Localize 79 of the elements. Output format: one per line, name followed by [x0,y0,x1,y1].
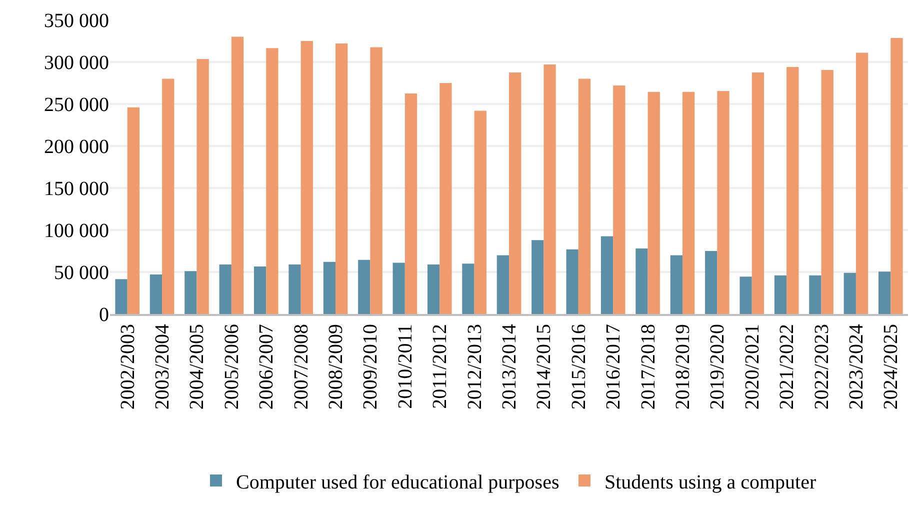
bar [844,272,856,314]
bar [636,248,648,314]
y-tick-label: 350 000 [44,10,109,32]
bar [358,260,370,314]
x-tick-label: 2005/2006 [220,324,243,410]
y-tick-label: 150 000 [44,178,109,200]
x-tick-label: 2008/2009 [325,324,348,410]
bar [544,64,556,314]
bar [682,92,695,314]
bar [231,36,244,314]
x-tick-label: 2014/2015 [533,324,556,410]
x-tick-label: 2018/2019 [672,324,694,410]
bar [427,264,440,314]
bar [392,262,405,314]
bar [219,264,232,314]
y-tick-label: 0 [99,304,109,326]
bar [150,274,162,314]
bar [648,92,660,314]
x-tick-label: 2019/2020 [706,324,729,410]
bar [809,275,822,314]
bar [786,67,799,314]
bar [856,52,868,314]
bar [578,78,591,314]
x-tick-label: 2017/2018 [637,324,660,410]
bar [184,271,197,314]
bar [509,72,522,314]
x-tick-label: 2002/2003 [116,324,139,410]
y-tick-label: 300 000 [44,52,109,74]
x-tick-label: 2021/2022 [776,324,798,410]
y-tick-label: 50 000 [54,262,109,284]
x-tick-label: 2010/2011 [394,324,416,409]
x-tick-label: 2009/2010 [360,324,382,410]
x-tick-label: 2004/2005 [186,324,208,410]
bar [705,251,718,314]
bar [613,86,626,314]
y-tick-label: 250 000 [44,94,109,116]
x-tick-label: 2015/2016 [568,324,590,410]
bar [336,44,348,314]
legend-label: Students using a computer [604,471,816,494]
x-tick-label: 2024/2025 [880,324,902,410]
bar [890,38,903,314]
bar [196,59,209,314]
x-tick-label: 2011/2012 [429,324,452,409]
x-tick-label: 2016/2017 [602,324,625,410]
bar [115,279,128,314]
bar [821,70,834,314]
bar [600,236,614,314]
bar [462,264,474,314]
bar [474,110,486,314]
y-tick-label: 100 000 [44,220,109,242]
x-tick-label: 2006/2007 [256,324,278,410]
bar [404,94,418,314]
bar [532,240,544,314]
bar [300,41,313,314]
bar [670,255,682,314]
bar [254,266,266,314]
bar [878,272,891,314]
y-tick-label: 200 000 [44,136,109,158]
bar [266,48,278,314]
bar [740,276,752,314]
bar [752,72,764,314]
legend-label: Computer used for educational purposes [236,471,560,494]
x-tick-label: 2013/2014 [498,324,520,410]
bar [127,107,140,314]
bar [440,83,452,314]
x-tick-label: 2012/2013 [464,324,486,410]
bar [717,90,730,314]
x-tick-label: 2007/2008 [290,324,312,410]
x-tick-label: 2022/2023 [810,324,833,410]
x-tick-label: 2020/2021 [741,324,764,410]
bar [566,249,578,314]
bar [323,262,336,314]
bar [370,47,382,314]
bar [162,78,174,314]
x-tick-label: 2023/2024 [845,324,868,410]
x-tick-label: 2003/2004 [152,324,174,410]
bar [774,275,787,314]
bar [496,255,509,314]
bar [288,264,301,314]
